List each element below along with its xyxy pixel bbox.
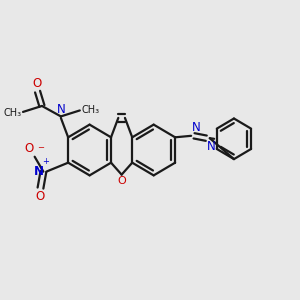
Text: CH₃: CH₃ <box>3 108 22 118</box>
Text: +: + <box>43 157 50 166</box>
Text: N: N <box>56 103 65 116</box>
Text: N: N <box>192 121 200 134</box>
Text: O: O <box>35 190 44 202</box>
Text: O: O <box>24 142 33 155</box>
Text: O: O <box>32 77 41 90</box>
Text: O: O <box>117 176 126 186</box>
Text: −: − <box>38 143 45 152</box>
Text: CH₃: CH₃ <box>81 104 99 115</box>
Text: N: N <box>207 140 216 153</box>
Text: N: N <box>34 165 44 178</box>
